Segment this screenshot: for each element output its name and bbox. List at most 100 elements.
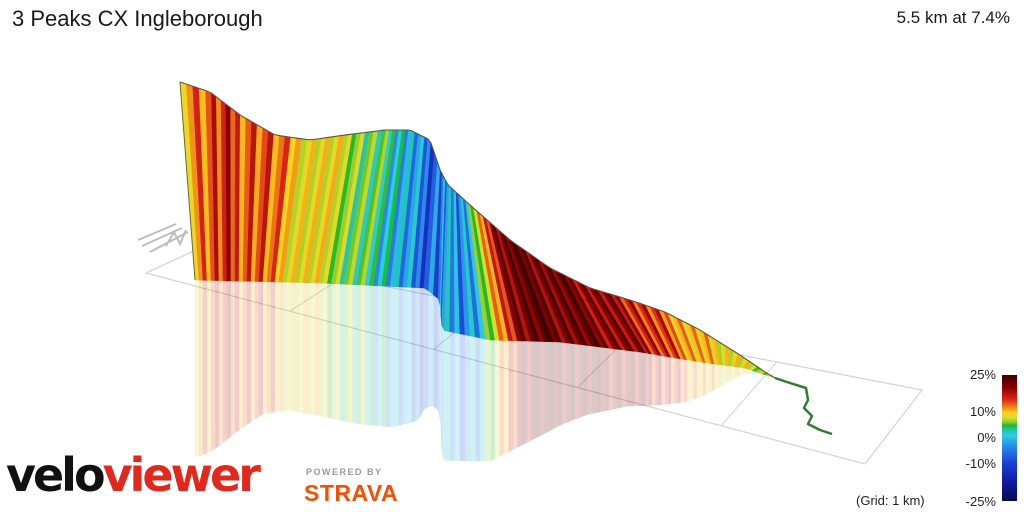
reflection-slice: [566, 342, 571, 423]
reflection-slice: [714, 363, 718, 390]
reflection-slice: [668, 356, 672, 405]
reflection-slice: [369, 285, 374, 426]
gradient-slice: [225, 103, 232, 282]
reflection-slice: [700, 362, 703, 398]
reflection-slice: [470, 335, 476, 462]
reflection-slice: [243, 281, 247, 428]
reflection-slice: [279, 282, 283, 412]
reflection-slice: [271, 281, 275, 413]
reflection-slice: [454, 332, 460, 461]
profile-wall: [179, 81, 776, 379]
reflection-slice: [295, 282, 299, 413]
reflection-slice: [239, 281, 243, 431]
reflection-slice: [263, 281, 267, 415]
reflection-slice: [499, 340, 504, 457]
reflection-slice: [717, 364, 721, 389]
strava-logo[interactable]: STRAVA: [304, 480, 399, 506]
ground-grid-outline: [144, 249, 924, 465]
reflection-slice: [723, 365, 726, 385]
reflection-slice: [696, 361, 700, 399]
reflection-slice: [680, 358, 684, 403]
reflection-slice: [390, 286, 395, 428]
reflection-slice: [319, 283, 324, 417]
reflection-slice: [648, 353, 652, 406]
reflection-slice: [195, 280, 199, 459]
route-trace: [774, 376, 833, 436]
reflection-slice: [711, 363, 715, 392]
reflection-slice: [642, 352, 646, 406]
reflection-slice: [517, 340, 522, 448]
reflection-slice: [275, 281, 279, 413]
reflection-slice: [708, 363, 712, 394]
reflection-slice: [674, 357, 678, 404]
reflection-slice: [621, 349, 627, 408]
reflection-slice: [207, 280, 211, 453]
legend-tick-0: 0%: [977, 430, 996, 445]
reflection-slice: [655, 354, 659, 406]
segment-stats: 5.5 km at 7.4%: [896, 8, 1010, 27]
north-arrow-icon: [137, 223, 189, 253]
reflection-slice: [690, 360, 694, 401]
legend-tick-10: 10%: [969, 404, 996, 419]
reflection-slice: [570, 343, 575, 422]
reflection-slice: [609, 348, 614, 411]
reflection-slice: [299, 282, 303, 413]
reflection-slice: [356, 284, 361, 425]
reflection-slice: [705, 362, 709, 395]
reflection-slice: [664, 356, 668, 405]
reflection-slice: [485, 339, 491, 462]
logo-velo-text: velo: [6, 448, 106, 502]
reflection-slice: [539, 341, 545, 437]
grid-scale-note: (Grid: 1 km): [856, 493, 925, 508]
reflection-slice: [291, 282, 295, 412]
reflection-slice: [441, 325, 445, 461]
page-title: 3 Peaks CX Ingleborough: [12, 6, 263, 31]
logo-viewer-text: viewer: [102, 448, 261, 502]
reflection-slice: [731, 366, 735, 380]
reflection-slice: [725, 365, 729, 384]
reflection-slice: [315, 282, 319, 416]
reflection-slice: [475, 336, 481, 462]
reflection-slice: [508, 340, 513, 453]
reflection-slice: [415, 287, 420, 422]
reflection-slice: [734, 366, 738, 379]
reflection-slice: [327, 283, 332, 419]
veloviewer-logo[interactable]: veloviewer: [6, 452, 261, 498]
reflection-slice: [440, 306, 441, 438]
reflection-slice: [661, 355, 665, 405]
reflection-slice: [513, 340, 518, 450]
reflection-slice: [583, 344, 588, 417]
legend-tick-minus-10: -10%: [965, 456, 996, 471]
reflection-slice: [465, 334, 471, 462]
reflection-slice: [433, 294, 439, 411]
reflection-slice: [335, 283, 340, 421]
reflection-slice: [459, 333, 465, 461]
reflection-slice: [526, 341, 531, 443]
reflection-slice: [377, 285, 382, 427]
reflection-slice: [743, 367, 747, 375]
ground-grid-line: [720, 361, 778, 427]
reflection-slice: [223, 280, 227, 443]
reflection-slice: [398, 286, 403, 426]
profile-reflection: [195, 280, 775, 462]
reflection-slice: [231, 280, 235, 437]
reflection-slice: [626, 350, 631, 407]
reflection-slice: [348, 284, 353, 423]
reflection-slice: [199, 280, 203, 457]
reflection-slice: [311, 282, 315, 416]
reflection-slice: [411, 287, 416, 423]
gradient-legend-bar: [1002, 375, 1017, 501]
profile-outline: [179, 81, 776, 379]
reflection-slice: [283, 282, 287, 411]
reflection-slice: [596, 346, 601, 413]
reflection-slice: [215, 280, 219, 450]
reflection-slice: [645, 352, 649, 406]
reflection-slice: [438, 298, 441, 423]
reflection-slice: [600, 347, 605, 412]
reflection-slice: [360, 284, 366, 425]
reflection-slice: [323, 283, 328, 418]
profile-start-edge: [179, 81, 196, 281]
reflection-slice: [687, 359, 691, 402]
reflection-slice: [535, 341, 540, 439]
